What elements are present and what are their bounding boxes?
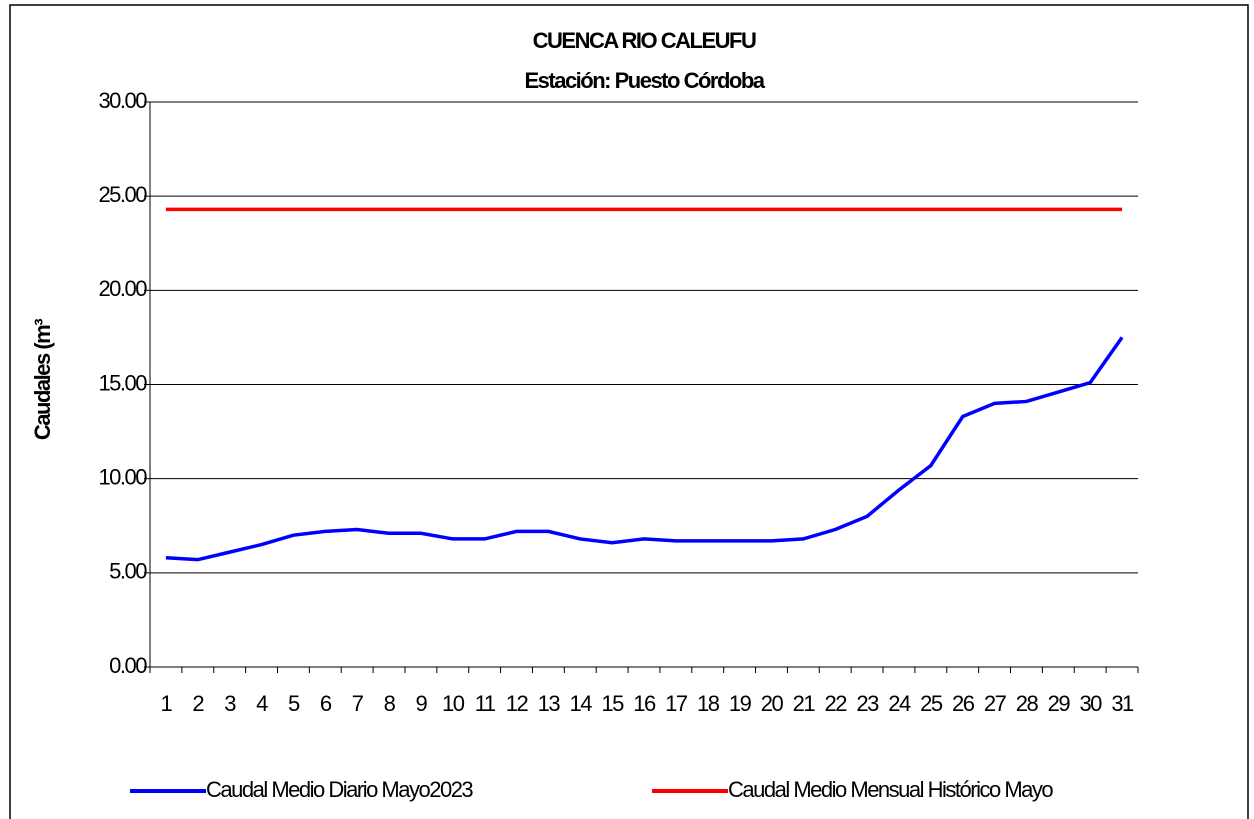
x-tick-label: 19 bbox=[729, 691, 752, 716]
y-tick-label: 15.00 bbox=[98, 370, 147, 395]
x-tick-label: 24 bbox=[888, 691, 911, 716]
legend-label: Caudal Medio Mensual Histórico Mayo bbox=[728, 777, 1053, 802]
x-tick-label: 20 bbox=[761, 691, 784, 716]
x-tick-label: 18 bbox=[697, 691, 720, 716]
y-tick-label: 10.00 bbox=[98, 464, 147, 489]
x-tick-label: 13 bbox=[538, 691, 561, 716]
x-tick-label: 25 bbox=[920, 691, 943, 716]
x-tick-label: 21 bbox=[793, 691, 816, 716]
chart-frame bbox=[9, 4, 1249, 819]
y-tick-label: 0.00 bbox=[109, 653, 147, 678]
x-tick-label: 31 bbox=[1111, 691, 1134, 716]
x-tick-label: 14 bbox=[570, 691, 593, 716]
x-tick-label: 28 bbox=[1016, 691, 1039, 716]
x-tick-label: 8 bbox=[384, 691, 396, 716]
y-tick-label: 30.00 bbox=[98, 88, 147, 113]
x-tick-label: 27 bbox=[984, 691, 1007, 716]
x-tick-label: 29 bbox=[1048, 691, 1071, 716]
x-tick-label: 16 bbox=[633, 691, 656, 716]
y-axis-label: Caudales (m³ bbox=[30, 319, 55, 440]
x-tick-label: 17 bbox=[665, 691, 688, 716]
x-tick-label: 5 bbox=[288, 691, 300, 716]
x-tick-label: 10 bbox=[442, 691, 465, 716]
y-tick-label: 20.00 bbox=[98, 276, 147, 301]
x-tick-label: 22 bbox=[824, 691, 847, 716]
x-tick-label: 15 bbox=[601, 691, 624, 716]
x-tick-label: 7 bbox=[352, 691, 364, 716]
x-tick-label: 30 bbox=[1079, 691, 1102, 716]
x-tick-label: 23 bbox=[856, 691, 879, 716]
x-tick-label: 12 bbox=[506, 691, 529, 716]
y-tick-label: 25.00 bbox=[98, 182, 147, 207]
series-line bbox=[165, 336, 1124, 562]
chart-title: CUENCA RIO CALEUFU bbox=[533, 28, 756, 53]
y-tick-label: 5.00 bbox=[109, 559, 147, 584]
x-tick-label: 26 bbox=[952, 691, 975, 716]
x-tick-label: 1 bbox=[161, 691, 173, 716]
x-tick-label: 6 bbox=[320, 691, 332, 716]
x-tick-label: 4 bbox=[256, 691, 268, 716]
x-tick-label: 9 bbox=[416, 691, 428, 716]
x-tick-label: 3 bbox=[224, 691, 236, 716]
x-tick-label: 11 bbox=[475, 691, 496, 716]
legend-label: Caudal Medio Diario Mayo2023 bbox=[206, 777, 473, 802]
x-tick-label: 2 bbox=[192, 691, 204, 716]
chart-subtitle: Estación: Puesto Córdoba bbox=[524, 68, 765, 93]
